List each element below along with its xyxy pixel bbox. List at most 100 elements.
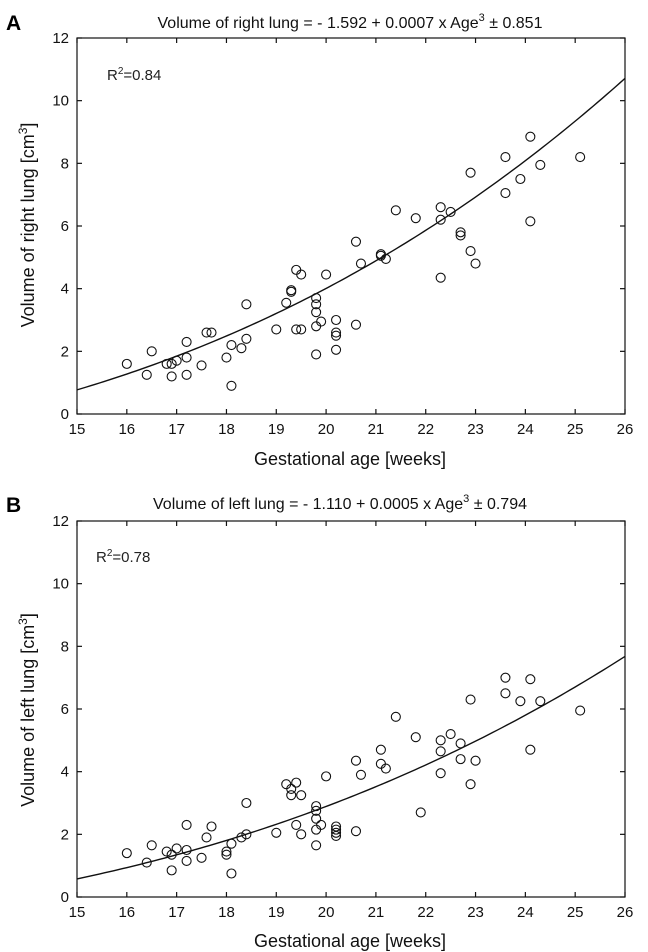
panel-a-x-tick-label: 23 [467, 421, 484, 438]
panel-b-data-point [286, 783, 297, 794]
panel-a-data-point [525, 131, 536, 142]
panel-a-x-tick-label: 15 [69, 421, 86, 438]
panel-a-data-point [350, 319, 362, 330]
panel-a-x-tick-label: 24 [517, 421, 534, 438]
panel-a-data-point [296, 269, 307, 280]
panel-b-data-point [435, 746, 446, 757]
panel-b-data-point [311, 801, 322, 812]
panel-a-data-point [196, 360, 207, 371]
panel-a-data-point [535, 159, 546, 170]
panel-b-x-tick-label: 19 [268, 904, 285, 921]
panel-b-data-point [181, 819, 192, 830]
panel-a-data-point [241, 333, 252, 344]
panel-a-data-point [146, 346, 157, 357]
panel-a-fit-curve [76, 77, 626, 391]
panel-a-data-point [435, 272, 446, 283]
panel-b-data-point [166, 849, 177, 860]
panel-b-x-tick-label: 16 [118, 904, 135, 921]
panel-b-data-point [206, 821, 217, 832]
panel-a-y-tick-label: 8 [61, 155, 69, 172]
panel-b-data-point [141, 857, 152, 868]
panel-b-data-point [291, 819, 302, 830]
panel-b-data-point [181, 855, 192, 867]
panel-a-data-point [410, 213, 421, 224]
panel-b-y-tick-label: 6 [61, 701, 69, 718]
panel-b-data-point [121, 848, 132, 859]
panel-a-title: Volume of right lung = - 1.592 + 0.0007 … [158, 12, 543, 32]
panel-b-plot-frame [76, 520, 626, 898]
panel-a-x-tick-label: 25 [567, 421, 584, 438]
panel-b-data-point [355, 769, 367, 780]
panel-a-data-point [166, 358, 177, 369]
panel-a-data-point [166, 371, 177, 382]
panel-b-data-point [500, 672, 511, 683]
panel-b-x-tick-label: 23 [467, 904, 484, 921]
panel-a-data-point [171, 355, 182, 366]
panel-a-data-point [455, 227, 466, 238]
panel-b-data-point [201, 832, 212, 843]
panel-b-x-tick-label: 26 [617, 904, 634, 921]
panel-a-data-point [161, 358, 172, 369]
panel-b-y-tick-label: 0 [61, 889, 69, 906]
panel-b-data-point [525, 674, 536, 685]
panel-a-data-point [331, 327, 342, 338]
panel-a-data-point [311, 293, 322, 304]
panel-a-data-point [181, 336, 192, 347]
panel-a-data-point [311, 349, 322, 360]
panel-b-data-point [236, 832, 247, 843]
panel-b-data-point [455, 754, 466, 765]
panel-b-title: Volume of left lung = - 1.110 + 0.0005 x… [153, 493, 527, 513]
panel-a-plot-frame [76, 37, 626, 415]
panel-b-data-point [271, 827, 282, 838]
panel-b-data-point [171, 843, 182, 854]
panel-b-data-point [415, 807, 426, 818]
panel-b-data-point [311, 840, 322, 851]
panel-b-data-point [196, 852, 207, 863]
panel-a-data-point [236, 343, 247, 354]
panel-a-data-point [500, 152, 511, 163]
panel-a-letter: A [6, 12, 21, 35]
panel-a-data-point [281, 297, 292, 308]
panel-b-data-point [470, 755, 481, 766]
panel-a-data-point [286, 286, 297, 297]
panel-b-data-point [311, 805, 322, 816]
panel-a-data-point [375, 250, 386, 261]
panel-a-x-tick-label: 19 [268, 421, 285, 438]
panel-a-x-tick-label: 18 [218, 421, 235, 438]
panel-b-data-point [500, 688, 511, 699]
panel-b-data-point [331, 827, 342, 838]
panel-b-data-point [316, 819, 327, 830]
panel-a-y-tick-label: 10 [52, 93, 69, 110]
panel-a-data-point [316, 316, 327, 327]
panel-a-data-point [296, 324, 307, 335]
panel-b-x-tick-label: 18 [218, 904, 235, 921]
panel-b-data-point [321, 771, 332, 782]
panel-b-data-point [161, 846, 172, 857]
panel-a-data-point [226, 340, 237, 351]
panel-b-data-point [181, 844, 192, 856]
panel-a-data-point [226, 380, 237, 391]
panel-b-data-point [375, 744, 386, 755]
panel-b-y-tick-label: 4 [61, 764, 69, 781]
panel-b-data-point [350, 755, 362, 766]
panel-b-data-point [331, 824, 342, 835]
panel-b-data-point [296, 829, 307, 840]
panel-a-data-point [515, 173, 526, 185]
panel-a-data-point [380, 253, 391, 264]
panel-b-x-tick-label: 15 [69, 904, 86, 921]
panel-a-data-point [181, 369, 192, 380]
panel-b-data-point [410, 732, 421, 743]
panel-a-x-tick-label: 21 [368, 421, 385, 438]
panel-b-x-tick-label: 24 [517, 904, 534, 921]
panel-b-data-point [226, 868, 237, 879]
panel-b-data-point [525, 744, 536, 755]
panel-a-r-squared: R2=0.84 [107, 66, 161, 84]
panel-b-fit-curve [76, 655, 626, 880]
panel-b-data-point [380, 763, 391, 774]
panel-a-data-point [390, 205, 401, 216]
panel-a-data-point [435, 202, 446, 213]
panel-b-x-axis-label: Gestational age [weeks] [254, 931, 446, 951]
panel-b-data-point [221, 849, 232, 860]
panel-a-y-tick-label: 12 [52, 30, 69, 47]
panel-b-data-point [311, 813, 322, 824]
